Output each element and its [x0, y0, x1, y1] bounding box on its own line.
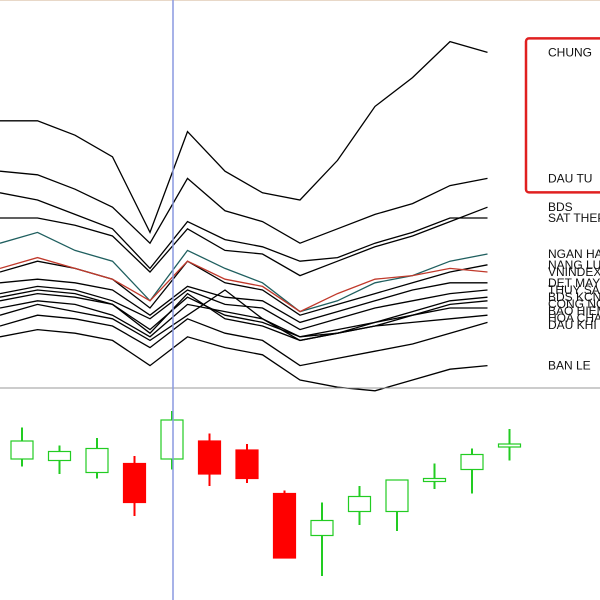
series-line-det-may[interactable] [0, 278, 488, 324]
candle-11[interactable] [385, 479, 409, 531]
series-line-bao-hiem[interactable] [0, 300, 488, 342]
candle-body [385, 479, 409, 513]
candle-9[interactable] [310, 502, 334, 577]
candle-6[interactable] [197, 433, 222, 487]
series-label-bao-hiem: BAO HIEM [548, 304, 600, 318]
series-label-vnindex: VNINDEX [548, 265, 600, 279]
candle-14[interactable] [497, 429, 522, 461]
series-label-ban-le: BAN LE [548, 359, 591, 373]
series-label-dau-khi: DAU KHI [548, 318, 597, 332]
series-line-ngan-hang[interactable] [0, 231, 488, 313]
series-label-det-may: DET MAY [548, 276, 600, 290]
series-label-nang-luong: NANG LUONG [548, 258, 600, 272]
candle-4[interactable] [122, 456, 147, 516]
candle-2[interactable] [47, 445, 72, 475]
candle-body [497, 443, 522, 448]
series-line-bds[interactable] [0, 206, 488, 277]
series-line-sat-thep[interactable] [0, 192, 488, 270]
candle-body [422, 477, 447, 483]
series-line-bds-kcn[interactable] [0, 292, 488, 338]
candle-3[interactable] [85, 438, 109, 479]
candle-10[interactable] [347, 486, 372, 525]
candle-body [197, 440, 222, 475]
candle-body [235, 449, 259, 480]
candle-8[interactable] [272, 490, 297, 559]
series-line-chung[interactable] [0, 40, 488, 235]
series-line-hoa-chat[interactable] [0, 289, 488, 342]
series-label-dau-tu: DAU TU [548, 171, 592, 185]
candle-body [160, 419, 184, 460]
series-line-thuy-san[interactable] [0, 285, 488, 331]
candle-body [47, 450, 72, 462]
series-line-ban-le[interactable] [0, 328, 488, 392]
candle-1[interactable] [10, 427, 34, 467]
candle-body [460, 453, 484, 471]
series-line-dau-khi[interactable] [0, 314, 488, 367]
candle-5[interactable] [160, 411, 184, 470]
series-label-ngan-hang: NGAN HANG [548, 247, 600, 261]
series-line-nang-luong[interactable] [0, 260, 488, 316]
series-label-sat-thep: SAT THEP [548, 211, 600, 225]
candle-body [122, 462, 147, 504]
candle-7[interactable] [235, 444, 259, 483]
candle-body [347, 495, 372, 513]
series-label-bds: BDS [548, 200, 573, 214]
candle-panel [10, 411, 522, 577]
candle-body [310, 519, 334, 537]
series-label-cong-nghe: CONG NGHE [548, 297, 600, 311]
series-label-chung: CHUNG [548, 45, 592, 59]
series-line-vnindex[interactable] [0, 256, 488, 313]
series-label-bds-kcn: BDS KCN [548, 290, 600, 304]
highlight-box [524, 37, 600, 194]
candle-12[interactable] [422, 463, 447, 490]
series-line-dau-tu[interactable] [0, 170, 488, 245]
series-label-thuy-san: THUY SAN [548, 283, 600, 297]
series-label-hoa-chat: HOA CHAT [548, 311, 600, 325]
candle-13[interactable] [460, 448, 484, 494]
candle-body [272, 492, 297, 559]
candle-body [85, 447, 109, 474]
candle-body [10, 440, 34, 460]
